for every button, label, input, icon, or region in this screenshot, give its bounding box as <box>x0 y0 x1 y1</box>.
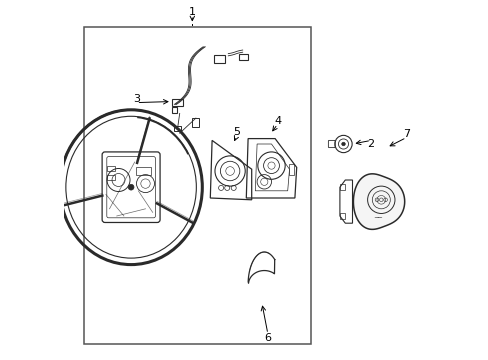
Text: ~: ~ <box>372 215 378 221</box>
Polygon shape <box>353 174 404 229</box>
Bar <box>239 54 247 60</box>
Text: 1: 1 <box>188 6 195 17</box>
Bar <box>213 55 224 63</box>
Bar <box>172 99 183 106</box>
Circle shape <box>341 142 345 146</box>
Bar <box>172 107 177 113</box>
Bar <box>339 213 345 219</box>
Bar <box>106 166 114 171</box>
Text: ~: ~ <box>376 215 382 221</box>
Bar <box>106 175 114 180</box>
Circle shape <box>338 139 348 149</box>
Bar <box>192 118 199 127</box>
Text: 7: 7 <box>402 129 409 139</box>
Circle shape <box>334 135 351 153</box>
Text: 6: 6 <box>264 333 271 343</box>
Bar <box>288 164 294 175</box>
Bar <box>174 126 181 131</box>
Text: 5: 5 <box>233 127 240 138</box>
Bar <box>84 27 310 344</box>
Text: 2: 2 <box>367 139 374 149</box>
Text: 4: 4 <box>273 116 281 126</box>
Circle shape <box>128 184 134 190</box>
Bar <box>136 167 151 175</box>
Bar <box>339 184 345 190</box>
Text: 3: 3 <box>133 94 140 104</box>
Polygon shape <box>247 252 274 283</box>
